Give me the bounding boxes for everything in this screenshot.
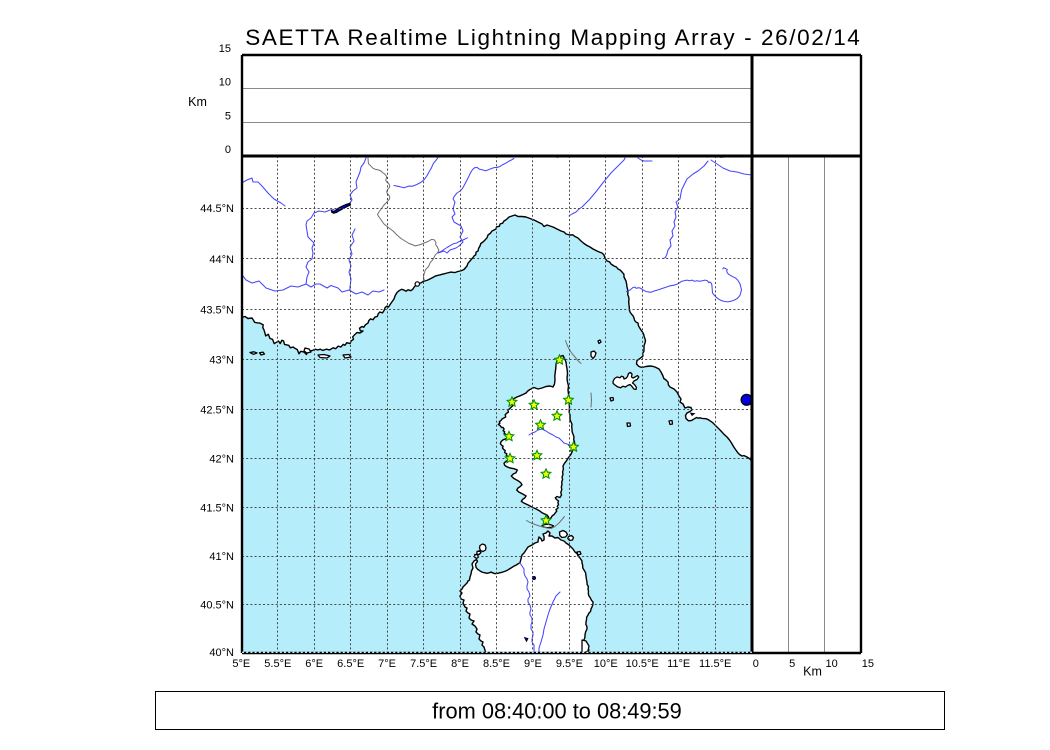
svg-text:8.5°E: 8.5°E xyxy=(483,658,510,670)
svg-text:7.5°E: 7.5°E xyxy=(410,658,437,670)
svg-text:44°N: 44°N xyxy=(209,254,234,266)
svg-text:42°N: 42°N xyxy=(209,454,234,466)
svg-text:Km: Km xyxy=(803,665,822,679)
svg-text:5: 5 xyxy=(789,658,795,670)
svg-text:from 08:40:00 to 08:49:59: from 08:40:00 to 08:49:59 xyxy=(432,699,682,724)
svg-text:9.5°E: 9.5°E xyxy=(556,658,583,670)
svg-text:9°E: 9°E xyxy=(524,658,542,670)
svg-text:10: 10 xyxy=(826,658,838,670)
svg-text:43.5°N: 43.5°N xyxy=(200,304,234,316)
svg-text:41°N: 41°N xyxy=(209,551,234,563)
svg-text:5: 5 xyxy=(225,110,231,122)
svg-text:5°E: 5°E xyxy=(232,658,250,670)
svg-text:40°N: 40°N xyxy=(209,647,234,659)
svg-text:SAETTA Realtime Lightning Mapp: SAETTA Realtime Lightning Mapping Array … xyxy=(245,25,861,50)
svg-text:44.5°N: 44.5°N xyxy=(200,203,234,215)
svg-text:6.5°E: 6.5°E xyxy=(337,658,364,670)
svg-text:5.5°E: 5.5°E xyxy=(264,658,291,670)
svg-text:15: 15 xyxy=(862,658,874,670)
svg-text:11°E: 11°E xyxy=(667,658,690,670)
svg-text:40.5°N: 40.5°N xyxy=(200,599,234,611)
svg-text:0: 0 xyxy=(225,144,231,156)
svg-text:43°N: 43°N xyxy=(209,355,234,367)
svg-text:15: 15 xyxy=(219,43,231,55)
svg-text:6°E: 6°E xyxy=(305,658,323,670)
svg-text:42.5°N: 42.5°N xyxy=(200,404,234,416)
svg-text:10: 10 xyxy=(219,77,231,89)
svg-text:7°E: 7°E xyxy=(378,658,396,670)
svg-text:10°E: 10°E xyxy=(594,658,618,670)
svg-text:10.5°E: 10.5°E xyxy=(626,658,659,670)
svg-text:0: 0 xyxy=(753,658,759,670)
svg-text:Km: Km xyxy=(188,95,207,109)
svg-text:8°E: 8°E xyxy=(451,658,469,670)
svg-text:11.5°E: 11.5°E xyxy=(699,658,731,670)
svg-text:41.5°N: 41.5°N xyxy=(200,503,234,515)
